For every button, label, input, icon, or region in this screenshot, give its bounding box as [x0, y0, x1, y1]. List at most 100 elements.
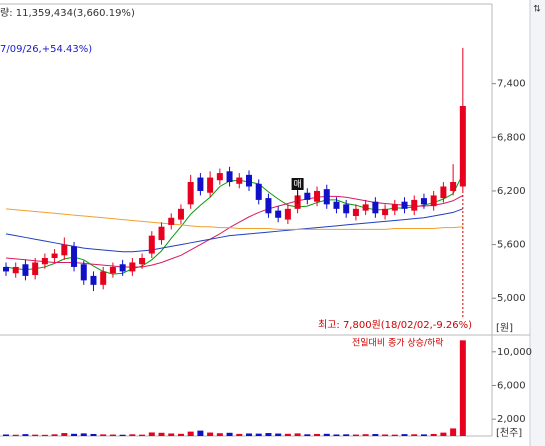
volume-bar: [139, 434, 146, 436]
volume-bar: [304, 434, 311, 436]
candle-body: [333, 201, 340, 209]
candle-body: [168, 217, 175, 225]
price-panel: 매: [3, 47, 466, 318]
volume-bar: [275, 433, 282, 436]
candle-body: [362, 204, 369, 211]
volume-bar: [80, 433, 87, 436]
volume-bar: [3, 434, 9, 436]
candle-body: [71, 246, 78, 267]
candle-body: [90, 275, 97, 285]
candle-body: [459, 106, 466, 187]
candle-body: [304, 192, 311, 200]
side-panel: [530, 0, 545, 446]
volume-bar: [119, 434, 126, 436]
candle-body: [12, 266, 19, 274]
volume-bar: [168, 433, 175, 436]
volume-bar: [158, 432, 165, 436]
volume-bar: [265, 433, 272, 436]
volume-bar: [41, 434, 48, 436]
candle-body: [119, 264, 126, 272]
y-tick-label: 6,000: [497, 380, 526, 391]
candle-body: [265, 198, 272, 214]
candle-body: [236, 177, 243, 184]
y-tick-label: 6,800: [497, 132, 526, 143]
volume-bar: [294, 433, 301, 436]
candle-body: [420, 198, 427, 205]
y-tick-label: 2,000: [497, 414, 526, 425]
volume-bar: [362, 434, 369, 436]
volume-bar: [148, 432, 155, 436]
moving-average: [5, 194, 464, 268]
volume-bar: [32, 434, 39, 436]
volume-bar: [430, 433, 437, 436]
candle-body: [391, 204, 398, 211]
candle-body: [216, 173, 223, 181]
side-icon[interactable]: ⇅: [533, 5, 541, 15]
candle-body: [450, 182, 457, 191]
volume-bar: [411, 434, 418, 436]
volume-bar: [12, 434, 19, 436]
volume-bar: [352, 434, 359, 436]
volume-bar: [90, 433, 97, 436]
volume-bar: [255, 433, 262, 436]
moving-average: [5, 208, 463, 230]
candle-body: [129, 262, 136, 272]
volume-note: 전일대비 종가 상승/하락: [352, 337, 444, 349]
candle-body: [284, 208, 291, 220]
y-tick-label: 6,200: [497, 186, 526, 197]
moving-average: [5, 208, 464, 253]
volume-bar: [450, 428, 457, 436]
signal-label: 매: [293, 179, 301, 190]
volume-bar: [216, 433, 223, 436]
volume-bar: [71, 433, 78, 436]
candle-body: [343, 204, 350, 214]
volume-bar: [197, 430, 204, 436]
candle-body: [197, 177, 204, 191]
candle-body: [440, 186, 447, 199]
candle-body: [382, 208, 389, 216]
candle-body: [411, 199, 418, 211]
volume-bar: [372, 434, 379, 436]
volume-bar: [382, 434, 389, 436]
candle-body: [275, 210, 282, 218]
y-tick-label: 5,600: [497, 240, 526, 251]
price-unit: [원]: [496, 322, 513, 334]
volume-bar: [207, 432, 214, 436]
volume-bar: [391, 434, 398, 436]
candle-body: [226, 171, 233, 183]
header-volume: 량: 11,359,434(3,660.19%): [0, 7, 135, 19]
volume-bar: [129, 434, 136, 436]
volume-bar: [420, 434, 427, 436]
volume-bar: [51, 434, 58, 436]
candle-body: [323, 189, 330, 205]
volume-bar: [440, 432, 447, 436]
volume-bar: [226, 432, 233, 436]
volume-bar: [177, 433, 184, 436]
candle-body: [255, 183, 262, 200]
y-tick-label: 7,400: [497, 79, 526, 90]
candle-body: [177, 208, 184, 220]
volume-bar: [323, 433, 330, 436]
volume-unit: [천주]: [496, 427, 522, 439]
candle-body: [100, 271, 107, 285]
candle-body: [61, 244, 68, 256]
signal-box: [291, 178, 304, 190]
candle-body: [401, 201, 408, 209]
volume-bar: [100, 434, 107, 436]
volume-panel: [3, 340, 466, 436]
candle-body: [139, 258, 146, 265]
candle-body: [352, 208, 359, 216]
volume-bar: [22, 434, 29, 436]
volume-bar: [61, 433, 68, 436]
candle-body: [207, 177, 214, 193]
volume-bar: [459, 340, 466, 436]
y-tick-label: 5,000: [497, 293, 526, 304]
volume-bar: [343, 434, 350, 436]
candle-body: [430, 195, 437, 207]
candle-body: [22, 264, 29, 276]
candle-body: [109, 266, 116, 274]
volume-bar: [236, 433, 243, 436]
candle-body: [158, 226, 165, 241]
candle-body: [148, 235, 155, 254]
